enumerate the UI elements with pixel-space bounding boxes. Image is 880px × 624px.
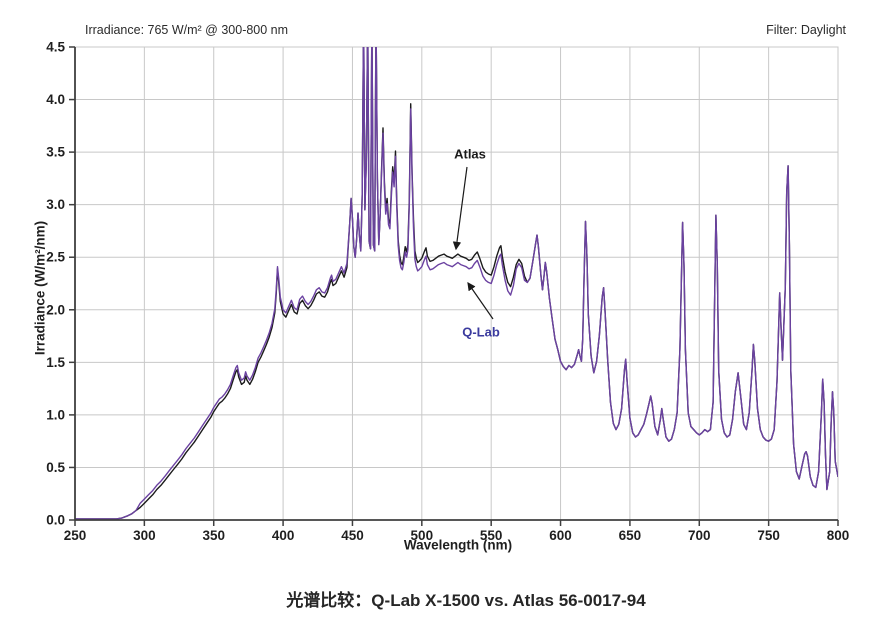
y-tick-label: 1.0 bbox=[46, 407, 65, 422]
y-tick-label: 3.0 bbox=[46, 197, 65, 212]
x-tick-label: 300 bbox=[133, 528, 156, 543]
x-tick-label: 700 bbox=[688, 528, 711, 543]
y-tick-label: 2.5 bbox=[46, 250, 65, 265]
x-tick-label: 400 bbox=[272, 528, 295, 543]
y-tick-label: 0.5 bbox=[46, 460, 65, 475]
x-tick-label: 500 bbox=[411, 528, 434, 543]
y-tick-label: 3.5 bbox=[46, 145, 65, 160]
x-tick-label: 800 bbox=[827, 528, 850, 543]
qlab-series-label: Q-Lab bbox=[462, 324, 500, 340]
x-tick-label: 350 bbox=[202, 528, 225, 543]
y-tick-label: 2.0 bbox=[46, 302, 65, 317]
y-tick-label: 0.0 bbox=[46, 513, 65, 528]
chart-caption: 光谱比较：Q-Lab X-1500 vs. Atlas 56-0017-94 bbox=[286, 591, 646, 610]
x-axis-title: Wavelength (nm) bbox=[403, 537, 513, 553]
x-tick-label: 750 bbox=[757, 528, 780, 543]
y-axis-title: Irradiance (W/m²/nm) bbox=[32, 220, 48, 356]
atlas-annotation-arrow bbox=[452, 166, 468, 251]
x-tick-label: 550 bbox=[480, 528, 503, 543]
spectrum-plot: 0.0 0.5 1.0 1.5 2.0 2.5 3.0 3.5 4.0 4.5 250 300 350 4… bbox=[46, 40, 850, 544]
y-tick-label: 4.5 bbox=[46, 40, 65, 55]
irradiance-summary-label: Irradiance: 765 W/m² @ 300-800 nm bbox=[85, 23, 289, 37]
atlas-series-label: Atlas bbox=[454, 146, 486, 162]
y-tick-label: 1.5 bbox=[46, 355, 65, 370]
qlab-annotation-arrow bbox=[467, 282, 494, 320]
filter-label: Filter: Daylight bbox=[766, 23, 846, 37]
x-tick-label: 600 bbox=[549, 528, 572, 543]
y-tick-label: 4.0 bbox=[46, 92, 65, 107]
x-tick-label: 250 bbox=[64, 528, 87, 543]
qlab-series-line bbox=[75, 47, 838, 520]
x-tick-label: 450 bbox=[341, 528, 364, 543]
x-tick-label: 650 bbox=[619, 528, 642, 543]
